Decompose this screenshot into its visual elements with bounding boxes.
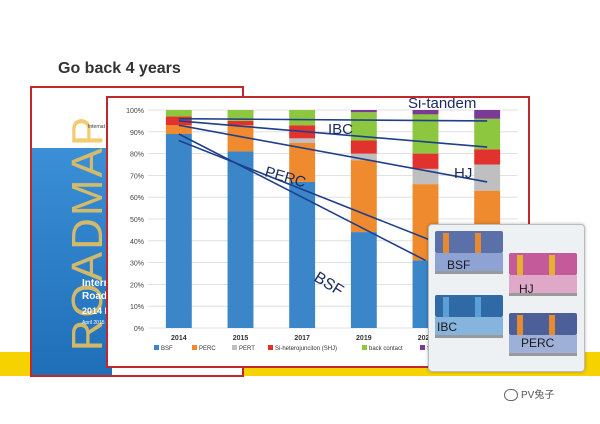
y-tick-label: 70% xyxy=(130,173,144,180)
bar-segment xyxy=(412,153,439,169)
cell-texture-layer xyxy=(509,313,577,335)
bar-segment xyxy=(350,140,377,154)
legend-swatch xyxy=(154,345,159,350)
bar-segment xyxy=(474,110,501,119)
roadmap-title-line1: Interna xyxy=(82,278,116,289)
y-tick-label: 20% xyxy=(130,282,144,289)
bar-segment xyxy=(165,133,192,328)
cell-rear-contact xyxy=(509,353,577,356)
legend-label: PERC xyxy=(199,346,216,352)
bar-segment xyxy=(350,232,377,328)
x-tick-label: 2014 xyxy=(171,335,187,342)
cell-type-label: BSF xyxy=(447,258,470,272)
bar-segment xyxy=(474,149,501,165)
bar-segment xyxy=(227,120,254,126)
cell-contact-finger xyxy=(443,233,449,253)
roadmap-cover-blue-panel xyxy=(32,148,112,375)
cell-contact-finger xyxy=(443,297,449,317)
trend-line xyxy=(178,133,426,262)
cell-rear-contact xyxy=(509,293,577,296)
legend-label: Si-heterojunciton (SHJ) xyxy=(275,346,337,352)
cell-base-layer xyxy=(509,335,577,353)
cell-type-label: PERC xyxy=(521,336,555,350)
y-tick-label: 0% xyxy=(134,326,144,333)
cell-contact-finger xyxy=(475,297,481,317)
annotation-label: HJ xyxy=(454,165,472,182)
y-tick-label: 100% xyxy=(126,108,144,115)
cell-texture-layer xyxy=(435,295,503,317)
y-tick-label: 80% xyxy=(130,152,144,159)
y-tick-label: 40% xyxy=(130,239,144,246)
y-tick-label: 10% xyxy=(130,304,144,311)
stacked-bar-chart: 0% 10% 20% 30% 40% 50% 60% 70% 80% 90% 100% 2014 201… xyxy=(126,98,518,352)
bar-segment xyxy=(350,160,377,233)
bar-segment xyxy=(289,110,316,126)
legend-swatch xyxy=(362,345,367,350)
trend-line xyxy=(178,117,488,122)
legend-swatch xyxy=(232,345,237,350)
roadmap-date: April 2015 xyxy=(82,320,105,326)
trend-line xyxy=(178,120,488,148)
wechat-icon xyxy=(504,389,518,402)
slide-title: Go back 4 years xyxy=(58,60,181,77)
bar-segment xyxy=(412,168,439,185)
legend-swatch xyxy=(192,345,197,350)
bar-segment xyxy=(412,110,439,115)
cell-rear-contact xyxy=(435,335,503,338)
cell-type-label: HJ xyxy=(519,282,534,296)
bar-segment xyxy=(165,125,192,134)
annotation-label: BSF xyxy=(311,269,347,300)
x-tick-label: 2019 xyxy=(356,335,372,342)
watermark: PV兔子 xyxy=(504,386,555,402)
cell-contact-finger xyxy=(549,315,555,335)
roadmap-small-text: Internat xyxy=(88,124,105,130)
legend-swatch xyxy=(268,345,273,350)
bar-segment xyxy=(474,118,501,150)
roadmap-edition: 2014 R xyxy=(82,306,112,316)
bar-segment xyxy=(227,110,254,121)
bar-segment xyxy=(165,116,192,126)
cell-contact-finger xyxy=(517,315,523,335)
bar-segment xyxy=(165,110,192,117)
cell-base-layer xyxy=(509,275,577,293)
cell-contact-finger xyxy=(475,233,481,253)
x-tick-label: 2022 xyxy=(418,335,434,342)
cell-contact-finger xyxy=(517,255,523,275)
cell-rear-contact xyxy=(435,271,503,274)
x-tick-label: 2015 xyxy=(233,335,249,342)
x-tick-label: 2017 xyxy=(294,335,310,342)
cell-structure-illustration: BSF HJ IBC PERC xyxy=(435,231,577,356)
bar-segment xyxy=(474,164,501,191)
bar-segment xyxy=(350,153,377,161)
annotation-label: Si-tandem xyxy=(408,98,476,112)
cell-structure-inset: BSF HJ IBC PERC xyxy=(428,224,585,372)
roadmap-title-line2: Roadm xyxy=(82,291,116,302)
annotation-label: IBC xyxy=(328,121,353,138)
bar-segment xyxy=(289,138,316,143)
cell-texture-layer xyxy=(509,253,577,275)
watermark-text: PV兔子 xyxy=(521,390,555,401)
cell-texture-layer xyxy=(435,231,503,253)
cell-type-label: IBC xyxy=(437,320,457,334)
trend-line xyxy=(178,124,488,183)
bar-segment xyxy=(227,151,254,328)
bar-segment xyxy=(350,110,377,113)
legend-label: back contact xyxy=(369,346,403,352)
y-tick-label: 90% xyxy=(130,130,144,137)
bar-segment xyxy=(289,181,316,328)
cell-contact-finger xyxy=(549,255,555,275)
legend-label: PERT xyxy=(239,346,255,352)
legend-swatch xyxy=(420,345,425,350)
cell-base-layer xyxy=(435,317,503,335)
y-tick-label: 50% xyxy=(130,217,144,224)
y-tick-label: 30% xyxy=(130,261,144,268)
cell-base-layer xyxy=(435,253,503,271)
legend-label: BSF xyxy=(161,346,173,352)
y-tick-label: 60% xyxy=(130,195,144,202)
